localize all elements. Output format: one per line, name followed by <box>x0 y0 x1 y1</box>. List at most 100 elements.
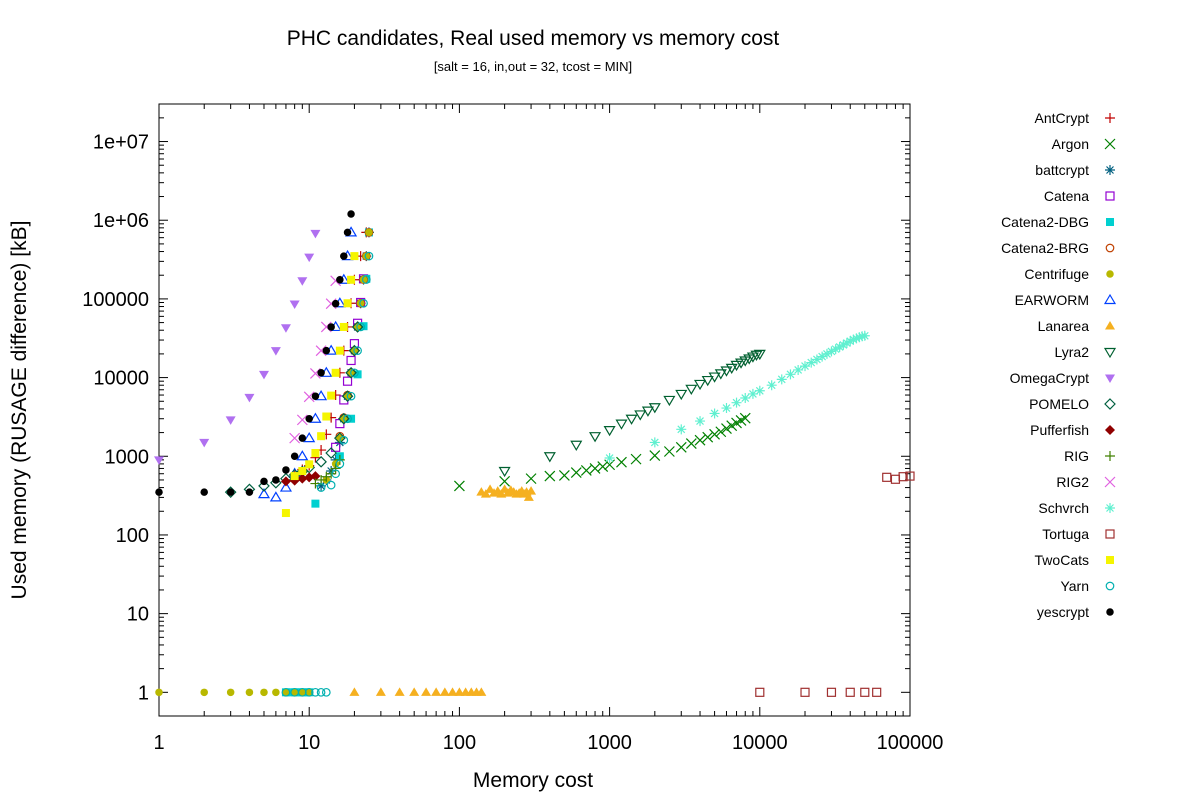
point-yescrypt <box>311 392 320 400</box>
point-pomelo <box>258 480 270 492</box>
legend-label: Schvrch <box>1038 500 1089 516</box>
legend-marker-catena <box>1105 191 1115 201</box>
point-lyra2 <box>720 366 733 377</box>
point-yescrypt <box>260 477 268 486</box>
point-argon <box>663 446 675 457</box>
series-tortuga <box>755 471 915 697</box>
point-argon <box>649 450 661 462</box>
point-pomelo <box>348 344 361 357</box>
point-argon <box>544 470 556 482</box>
point-argon <box>721 423 732 434</box>
point-schvrch <box>845 336 856 347</box>
point-omegacrypt <box>310 229 321 239</box>
point-twocats <box>281 509 290 518</box>
point-centrifuge <box>155 688 163 697</box>
point-centrifuge <box>282 688 290 697</box>
point-lanarea <box>523 492 534 501</box>
point-yarn <box>321 687 331 697</box>
point-centrifuge <box>260 688 268 697</box>
point-yarn <box>326 480 336 490</box>
point-schvrch <box>821 348 832 359</box>
point-lyra2 <box>648 403 661 414</box>
point-lanarea <box>480 489 491 498</box>
point-lyra2 <box>685 384 698 395</box>
point-twocats <box>350 252 359 261</box>
legend-label: Yarn <box>1060 578 1089 594</box>
point-twocats <box>290 472 299 481</box>
point-pomelo <box>345 366 357 379</box>
y-tick-label: 1e+06 <box>93 210 149 232</box>
point-centrifuge <box>336 434 344 442</box>
point-yarn <box>361 275 371 284</box>
point-lanarea <box>394 687 405 696</box>
point-schvrch <box>731 397 742 408</box>
legend-item-twocats: TwoCats <box>1035 552 1114 568</box>
y-tick-label: 10000 <box>93 368 149 390</box>
point-argon <box>589 463 601 474</box>
point-rig <box>310 478 321 489</box>
series-lyra2 <box>498 349 766 478</box>
legend-label: Lyra2 <box>1054 344 1089 360</box>
point-schvrch <box>721 403 732 414</box>
point-tortuga <box>898 472 908 482</box>
series-catena2-brg <box>335 228 374 441</box>
point-lyra2 <box>701 375 714 387</box>
point-twocats <box>327 391 336 400</box>
point-argon <box>597 461 609 472</box>
x-tick-label: 10 <box>298 732 320 754</box>
point-yarn <box>297 687 307 697</box>
legend-marker-earworm <box>1103 293 1117 305</box>
point-twocats <box>339 322 348 331</box>
point-yescrypt <box>336 276 344 284</box>
point-lyra2 <box>498 466 511 478</box>
point-pomelo <box>341 390 354 403</box>
legend-marker-yarn <box>1105 581 1115 591</box>
point-pufferfish <box>280 476 291 487</box>
y-tick-label: 1 <box>138 682 149 704</box>
point-schvrch <box>754 385 765 396</box>
point-lanarea <box>349 687 360 696</box>
point-schvrch <box>649 437 660 448</box>
point-earworm <box>257 487 271 499</box>
legend-item-omegacrypt: OmegaCrypt <box>1010 370 1115 386</box>
legend-item-yarn: Yarn <box>1060 578 1115 594</box>
point-tortuga <box>845 687 855 697</box>
point-schvrch <box>826 346 837 357</box>
legend-label: Catena2-BRG <box>1001 240 1089 256</box>
legend-marker-centrifuge <box>1106 270 1114 278</box>
legend: AntCrypt Argon battcrypt Catena Catena2-DBG C… <box>1001 110 1117 620</box>
point-lyra2 <box>615 419 628 430</box>
point-earworm <box>309 412 322 423</box>
point-yescrypt <box>282 466 290 474</box>
point-centrifuge <box>353 323 362 331</box>
point-schvrch <box>766 380 777 391</box>
point-argon <box>739 412 751 424</box>
point-lyra2 <box>714 369 727 380</box>
point-tortuga <box>872 687 882 697</box>
point-yarn <box>331 469 340 479</box>
point-pufferfish <box>310 471 321 482</box>
point-centrifuge <box>272 688 280 697</box>
point-schvrch <box>604 453 615 464</box>
point-lyra2 <box>730 360 743 372</box>
point-yescrypt <box>155 488 163 496</box>
point-yescrypt <box>290 452 299 461</box>
point-yarn <box>346 391 356 401</box>
legend-item-centrifuge: Centrifuge <box>1024 266 1114 282</box>
point-lanarea <box>431 687 442 696</box>
legend-item-catena: Catena <box>1044 188 1115 204</box>
point-pomelo <box>337 412 350 425</box>
legend-marker-catena2-brg <box>1105 243 1115 253</box>
point-yescrypt <box>298 434 307 442</box>
point-pomelo <box>325 447 337 459</box>
legend-item-lyra2: Lyra2 <box>1054 344 1117 360</box>
legend-item-rig: RIG <box>1064 448 1115 464</box>
legend-marker-lyra2 <box>1103 347 1117 359</box>
point-centrifuge <box>365 228 373 237</box>
point-rig <box>326 468 337 479</box>
point-tortuga <box>905 471 915 481</box>
point-twocats <box>305 460 314 469</box>
legend-item-earworm: EARWORM <box>1015 292 1117 308</box>
point-schvrch <box>811 354 822 365</box>
